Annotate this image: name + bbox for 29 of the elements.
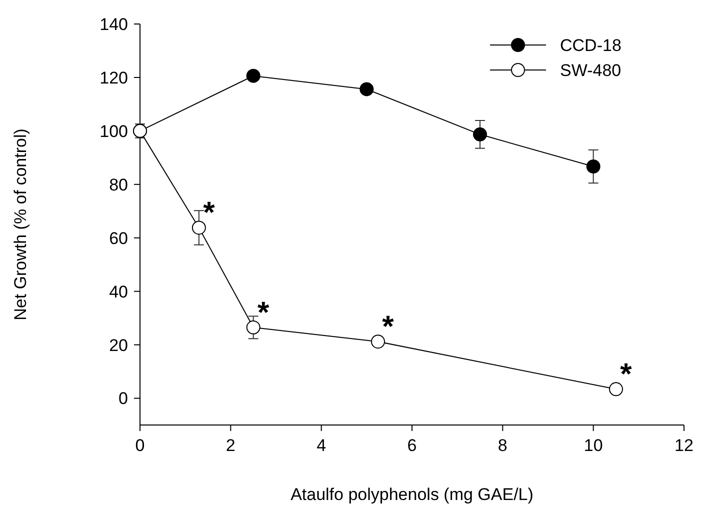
point [473, 127, 487, 142]
annotation: * [203, 196, 216, 230]
annotation: * [382, 310, 394, 344]
legend-label: CCD-18 [560, 36, 622, 55]
y-tick-label: 20 [109, 336, 128, 355]
y-tick-label: 60 [109, 228, 128, 248]
point [360, 82, 374, 96]
point [246, 68, 260, 83]
x-tick-label: 0 [135, 436, 145, 455]
annotation: * [257, 296, 270, 330]
x-tick-label: 2 [226, 436, 236, 455]
y-tick-label: 100 [100, 122, 128, 141]
y-tick-label: 140 [100, 14, 128, 34]
y-tick-label: 80 [109, 175, 128, 194]
y-tick-label: 0 [118, 389, 128, 408]
x-tick-label: 8 [498, 436, 508, 455]
x-tick-label: 10 [584, 436, 603, 455]
point [586, 159, 600, 174]
x-tick-label: 12 [674, 436, 694, 455]
legend-label: SW-480 [560, 60, 622, 80]
x-tick-label: 4 [316, 436, 326, 455]
y-tick-label: 40 [109, 282, 128, 302]
x-axis-title: Ataulfo polyphenols (mg GAE/L) [290, 485, 534, 504]
point [246, 320, 260, 334]
point [192, 220, 206, 235]
annotation: * [620, 358, 632, 392]
y-tick-label: 120 [100, 68, 128, 88]
y-axis-title: Net Growth (% of control) [11, 128, 30, 320]
x-tick-label: 6 [407, 436, 417, 455]
